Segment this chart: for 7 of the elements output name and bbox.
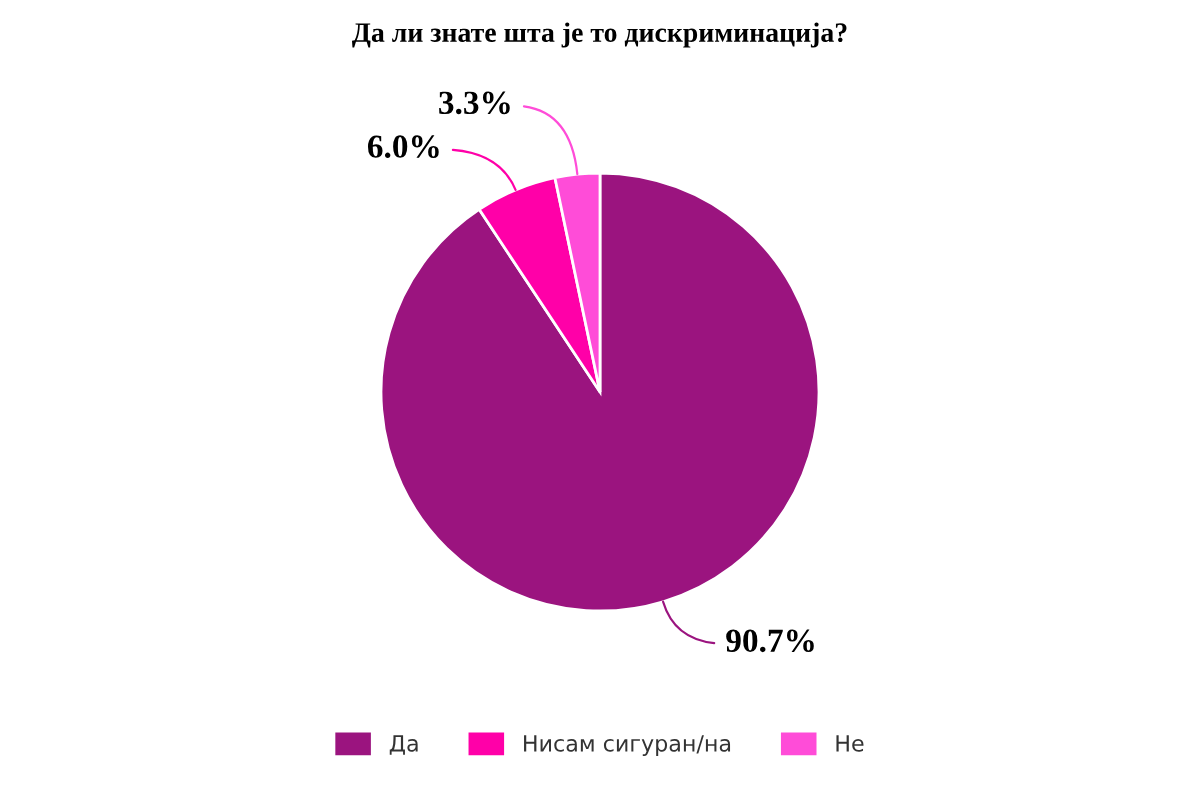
data-label: 3.3%: [439, 91, 510, 115]
data-label: 90.7%: [726, 629, 814, 653]
data-label: 6.0%: [367, 135, 439, 159]
legend-label: Нисам сигуран/на: [524, 735, 731, 756]
legend-label: Да: [389, 735, 418, 755]
legend-label: Не: [836, 735, 864, 752]
chart-title: Да ли знате шта је то дискриминација?: [351, 22, 847, 48]
